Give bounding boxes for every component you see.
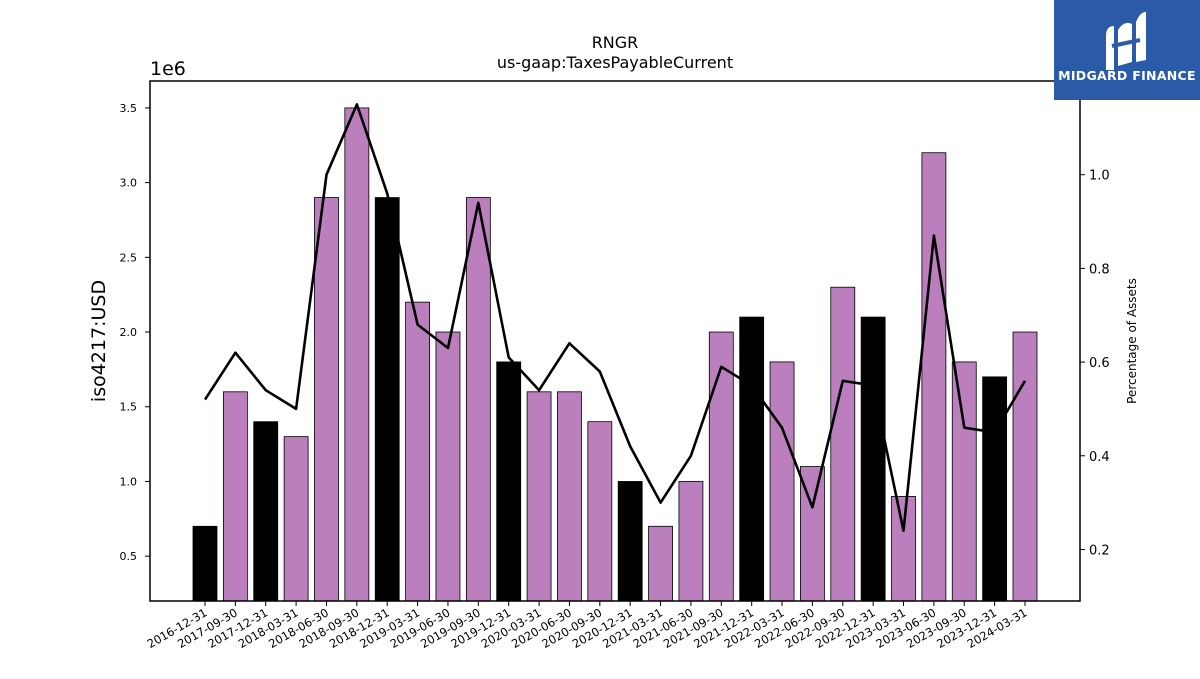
bar: [769, 361, 795, 602]
y2-axis-label: Percentage of Assets: [1125, 278, 1139, 404]
bar: [891, 496, 916, 602]
bar: [617, 481, 643, 602]
y-tick-label: 3.5: [120, 102, 138, 115]
chart-title: RNGR: [592, 33, 639, 52]
y2-tick-label: 0.2: [1089, 543, 1110, 558]
bars-group: [192, 107, 1038, 602]
y2-tick-label: 1.0: [1089, 169, 1110, 184]
bar: [982, 376, 1008, 602]
bar: [587, 421, 613, 602]
bar: [344, 107, 370, 602]
bar: [283, 436, 309, 602]
bar: [951, 361, 977, 602]
bar: [192, 525, 218, 602]
percentage-line: [203, 103, 1027, 533]
y-tick-label: 0.5: [120, 550, 138, 563]
y2-tick-label: 0.6: [1089, 356, 1110, 371]
percentage-line-group: [203, 103, 1027, 533]
chart-subtitle: us-gaap:TaxesPayableCurrent: [497, 53, 733, 72]
y-tick-label: 2.0: [120, 326, 138, 339]
y-tick-label: 3.0: [120, 177, 138, 190]
bar: [314, 197, 339, 602]
bar: [374, 197, 400, 602]
bar: [1012, 331, 1038, 602]
bar: [830, 286, 856, 602]
y-tick-label: 1.0: [120, 475, 138, 488]
bar: [860, 316, 886, 602]
y-tick-label: 2.5: [120, 251, 138, 264]
brand-logo: MIDGARD FINANCE: [1054, 0, 1200, 100]
bar: [526, 391, 552, 602]
bar: [557, 391, 582, 602]
y-axis-multiplier: 1e6: [150, 58, 186, 80]
y-axis-label: iso4217:USD: [88, 280, 110, 402]
logo-text: MIDGARD FINANCE: [1058, 68, 1196, 83]
logo-mark-icon: [1106, 12, 1146, 70]
y2-tick-label: 0.8: [1089, 262, 1110, 277]
bar: [405, 301, 430, 602]
y2-tick-label: 0.4: [1089, 450, 1110, 465]
bar: [648, 525, 673, 602]
bar: [465, 197, 491, 602]
bar: [921, 152, 947, 602]
plot-frame: [149, 80, 1081, 602]
bar: [708, 331, 734, 602]
bar: [222, 391, 248, 602]
bar: [435, 331, 461, 602]
bar: [678, 481, 704, 602]
bar: [496, 361, 522, 602]
y-tick-label: 1.5: [120, 401, 138, 414]
bar: [739, 316, 765, 602]
bar: [253, 421, 279, 602]
